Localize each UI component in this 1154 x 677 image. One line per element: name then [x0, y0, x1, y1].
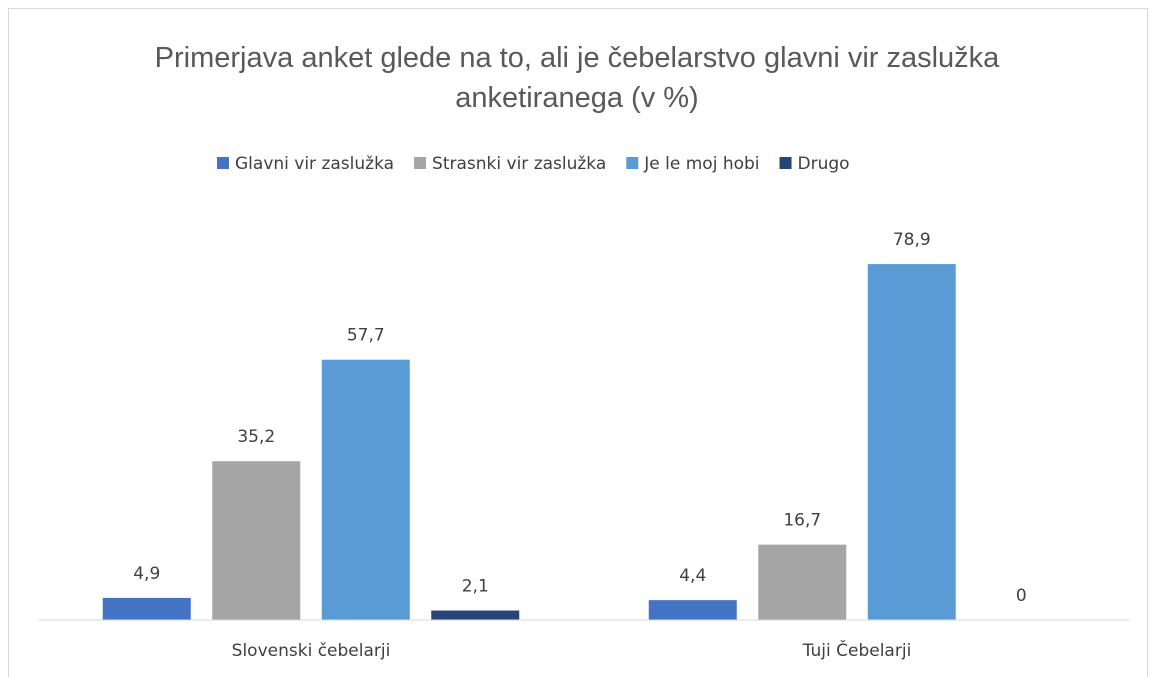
- bar: [648, 600, 737, 620]
- legend-label: Je le moj hobi: [643, 154, 759, 174]
- bar: [431, 610, 520, 620]
- bar: [321, 359, 410, 620]
- chart-title: Primerjava anket glede na to, ali je čeb…: [154, 42, 1000, 114]
- value-label: 57,7: [347, 326, 385, 346]
- value-label: 78,9: [893, 230, 931, 250]
- bar: [758, 544, 847, 620]
- value-label: 35,2: [237, 427, 275, 447]
- x-tick-label: Tuji Čebelarji: [802, 639, 912, 661]
- legend-swatch: [414, 157, 427, 169]
- value-label: 2,1: [462, 577, 489, 597]
- value-label: 16,7: [783, 511, 821, 531]
- bar: [212, 461, 301, 620]
- chart-border: [8, 8, 1148, 677]
- bar: [102, 597, 191, 620]
- x-tick-label: Slovenski čebelarji: [232, 641, 391, 661]
- legend-label: Glavni vir zaslužka: [235, 154, 394, 174]
- value-label: 4,4: [679, 566, 706, 586]
- legend-label: Drugo: [798, 154, 850, 174]
- legend-label: Strasnki vir zaslužka: [432, 154, 606, 174]
- legend-swatch: [626, 157, 639, 169]
- value-label: 0: [1016, 586, 1027, 606]
- value-label: 4,9: [133, 564, 160, 584]
- bar: [867, 264, 956, 620]
- legend-swatch: [217, 157, 229, 169]
- legend-swatch: [779, 157, 792, 169]
